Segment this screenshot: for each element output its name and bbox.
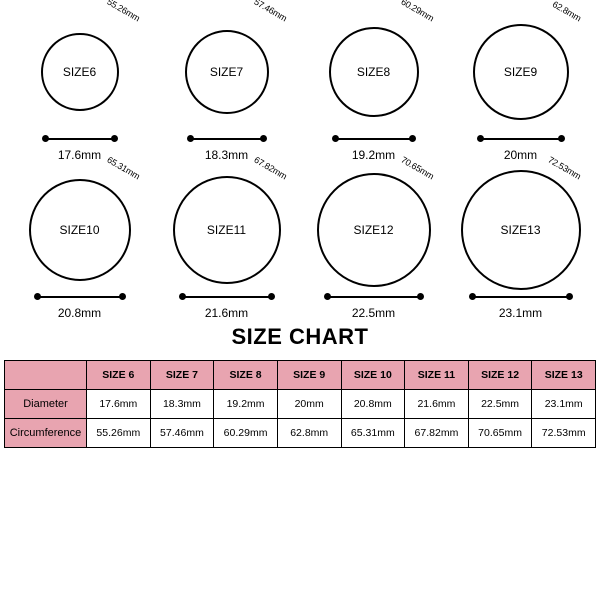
diameter-bar-wrap	[304, 296, 443, 298]
table-col-header: SIZE 13	[532, 361, 596, 390]
table-cell: 60.29mm	[214, 419, 278, 448]
circle-wrap: 62.8mm SIZE9	[451, 12, 590, 132]
table-cell: 19.2mm	[214, 390, 278, 419]
size-label: SIZE6	[63, 65, 96, 79]
size-cell: 60.29mm SIZE8 19.2mm	[304, 12, 443, 162]
diameter-bar-wrap	[10, 138, 149, 140]
circumference-label: 55.26mm	[105, 0, 141, 23]
table-col-header: SIZE 8	[214, 361, 278, 390]
table-cell: 23.1mm	[532, 390, 596, 419]
diameter-bar	[182, 296, 272, 298]
table-col-header: SIZE 12	[468, 361, 532, 390]
size-cell: 72.53mm SIZE13 23.1mm	[451, 170, 590, 320]
circle-wrap: 55.26mm SIZE6	[10, 12, 149, 132]
size-cell: 70.65mm SIZE12 22.5mm	[304, 170, 443, 320]
size-table: SIZE 6SIZE 7SIZE 8SIZE 9SIZE 10SIZE 11SI…	[4, 360, 596, 448]
table-cell: 72.53mm	[532, 419, 596, 448]
table-row: Circumference55.26mm57.46mm60.29mm62.8mm…	[5, 419, 596, 448]
diameter-bar-wrap	[451, 138, 590, 140]
size-label: SIZE12	[353, 223, 393, 237]
table-cell: 20mm	[277, 390, 341, 419]
table-cell: 70.65mm	[468, 419, 532, 448]
diameter-bar-wrap	[451, 296, 590, 298]
diameter-bar	[190, 138, 264, 140]
size-circle-grid: 55.26mm SIZE6 17.6mm 57.46mm SIZE7 18.3m…	[0, 0, 600, 320]
table-col-header: SIZE 9	[277, 361, 341, 390]
size-cell: 57.46mm SIZE7 18.3mm	[157, 12, 296, 162]
diameter-label: 19.2mm	[352, 148, 395, 162]
table-body: Diameter17.6mm18.3mm19.2mm20mm20.8mm21.6…	[5, 390, 596, 448]
diameter-label: 20mm	[504, 148, 537, 162]
diameter-bar-wrap	[304, 138, 443, 140]
table-cell: 62.8mm	[277, 419, 341, 448]
size-cell: 55.26mm SIZE6 17.6mm	[10, 12, 149, 162]
table-col-header: SIZE 7	[150, 361, 214, 390]
table-col-header: SIZE 10	[341, 361, 405, 390]
circle-wrap: 72.53mm SIZE13	[451, 170, 590, 290]
circle-wrap: 67.82mm SIZE11	[157, 170, 296, 290]
table-col-header: SIZE 6	[87, 361, 151, 390]
circumference-label: 60.29mm	[399, 0, 435, 23]
table-row-label: Circumference	[5, 419, 87, 448]
diameter-bar-wrap	[10, 296, 149, 298]
circumference-label: 62.8mm	[550, 0, 582, 23]
circle-wrap: 60.29mm SIZE8	[304, 12, 443, 132]
diameter-label: 20.8mm	[58, 306, 101, 320]
size-cell: 65.31mm SIZE10 20.8mm	[10, 170, 149, 320]
table-cell: 20.8mm	[341, 390, 405, 419]
circle-wrap: 70.65mm SIZE12	[304, 170, 443, 290]
diameter-label: 17.6mm	[58, 148, 101, 162]
size-cell: 62.8mm SIZE9 20mm	[451, 12, 590, 162]
diameter-label: 22.5mm	[352, 306, 395, 320]
diameter-label: 18.3mm	[205, 148, 248, 162]
table-col-header: SIZE 11	[405, 361, 469, 390]
table-cell: 67.82mm	[405, 419, 469, 448]
diameter-bar-wrap	[157, 296, 296, 298]
table-header-row: SIZE 6SIZE 7SIZE 8SIZE 9SIZE 10SIZE 11SI…	[5, 361, 596, 390]
diameter-bar	[472, 296, 570, 298]
table-row-label: Diameter	[5, 390, 87, 419]
table-cell: 22.5mm	[468, 390, 532, 419]
size-label: SIZE13	[500, 223, 540, 237]
size-label: SIZE10	[59, 223, 99, 237]
size-cell: 67.82mm SIZE11 21.6mm	[157, 170, 296, 320]
table-cell: 21.6mm	[405, 390, 469, 419]
diameter-bar	[37, 296, 123, 298]
diameter-bar	[480, 138, 562, 140]
diameter-label: 21.6mm	[205, 306, 248, 320]
circle-wrap: 65.31mm SIZE10	[10, 170, 149, 290]
circle-wrap: 57.46mm SIZE7	[157, 12, 296, 132]
diameter-label: 23.1mm	[499, 306, 542, 320]
diameter-bar	[327, 296, 421, 298]
table-cell: 17.6mm	[87, 390, 151, 419]
size-label: SIZE9	[504, 65, 537, 79]
table-cell: 55.26mm	[87, 419, 151, 448]
table-cell: 57.46mm	[150, 419, 214, 448]
diameter-bar	[45, 138, 115, 140]
size-label: SIZE8	[357, 65, 390, 79]
diameter-bar-wrap	[157, 138, 296, 140]
circumference-label: 57.46mm	[252, 0, 288, 23]
table-cell: 65.31mm	[341, 419, 405, 448]
table-row: Diameter17.6mm18.3mm19.2mm20mm20.8mm21.6…	[5, 390, 596, 419]
size-label: SIZE11	[207, 223, 246, 237]
diameter-bar	[335, 138, 413, 140]
size-label: SIZE7	[210, 65, 243, 79]
chart-title: SIZE CHART	[0, 324, 600, 350]
table-corner-cell	[5, 361, 87, 390]
table-cell: 18.3mm	[150, 390, 214, 419]
